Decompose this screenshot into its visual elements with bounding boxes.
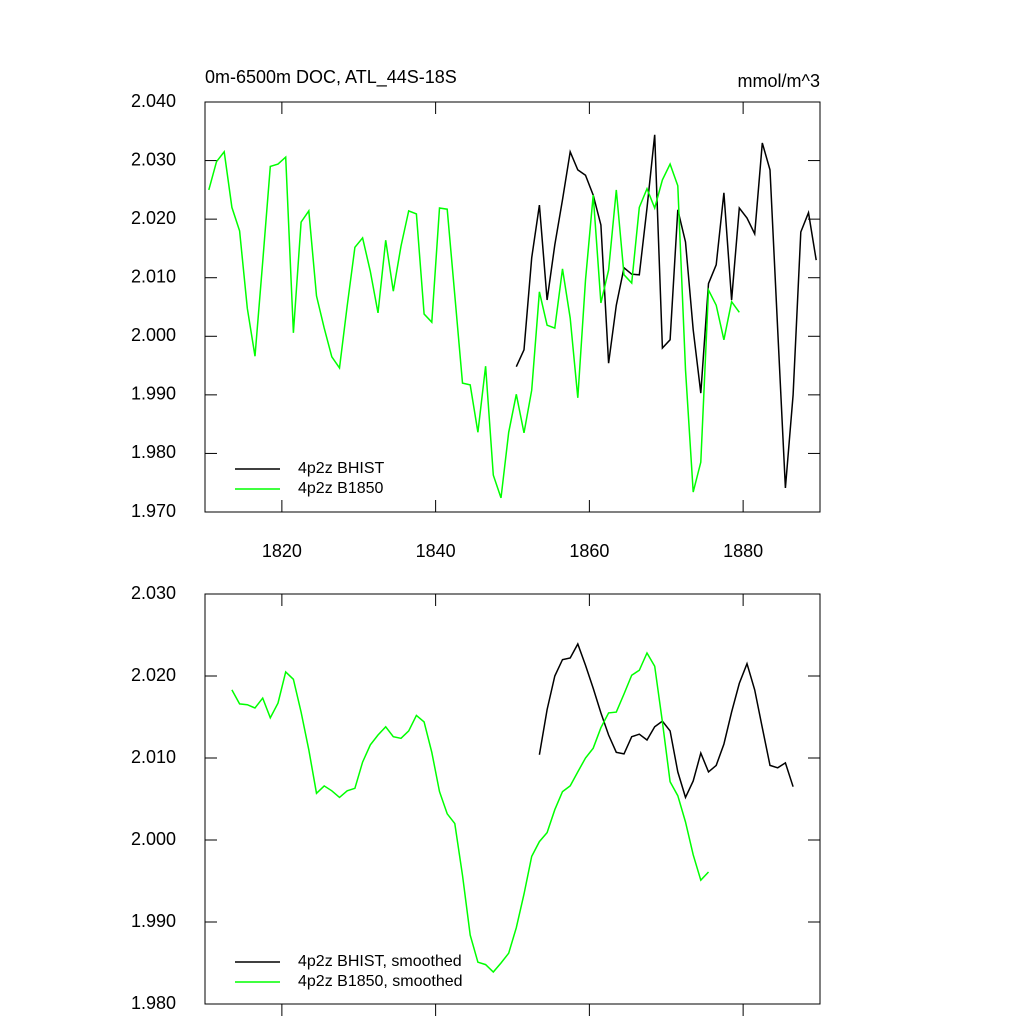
y-tick-label: 1.980	[131, 442, 176, 462]
y-tick-label: 2.010	[131, 266, 176, 286]
x-tick-label: 1820	[262, 541, 302, 561]
y-tick-label: 2.020	[131, 665, 176, 685]
x-tick-label: 1880	[723, 541, 763, 561]
series-line	[538, 642, 794, 800]
y-tick-label: 2.030	[131, 149, 176, 169]
y-tick-label: 2.030	[131, 583, 176, 603]
y-tick-label: 2.010	[131, 747, 176, 767]
units-label: mmol/m^3	[738, 71, 820, 91]
y-tick-label: 2.000	[131, 325, 176, 345]
legend-label: 4p2z BHIST, smoothed	[298, 953, 462, 970]
series-line	[515, 134, 817, 489]
x-tick-label: 1840	[416, 541, 456, 561]
legend-label: 4p2z B1850, smoothed	[298, 973, 463, 990]
x-tick-label: 1860	[569, 541, 609, 561]
y-tick-label: 2.000	[131, 829, 176, 849]
chart-title: 0m-6500m DOC, ATL_44S-18S	[205, 67, 457, 88]
y-tick-label: 1.990	[131, 384, 176, 404]
y-tick-label: 1.980	[131, 993, 176, 1013]
legend-label: 4p2z BHIST	[298, 460, 384, 477]
y-tick-label: 2.040	[131, 91, 176, 111]
series-line	[231, 651, 710, 974]
plot-frame	[204, 593, 821, 1005]
legend-label: 4p2z B1850	[298, 480, 384, 497]
y-tick-label: 1.970	[131, 501, 176, 521]
series-line	[208, 149, 740, 499]
y-tick-label: 1.990	[131, 911, 176, 931]
y-tick-label: 2.020	[131, 208, 176, 228]
plot-frame	[204, 101, 821, 513]
